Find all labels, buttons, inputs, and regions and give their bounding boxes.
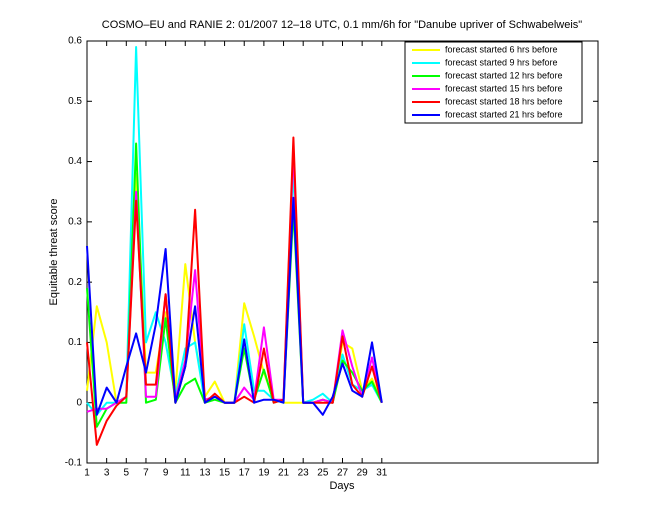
y-tick-label: 0.5 xyxy=(68,96,82,107)
series-line xyxy=(86,196,383,416)
x-tick-label: 1 xyxy=(84,468,90,479)
x-tick-label: 11 xyxy=(180,468,191,479)
x-tick-label: 13 xyxy=(199,468,211,479)
x-tick-label: 21 xyxy=(278,468,290,479)
legend-label: forecast started 12 hrs before xyxy=(445,70,563,80)
y-axis-label: Equitable threat score xyxy=(48,198,60,305)
x-tick-label: 23 xyxy=(298,468,310,479)
legend-label: forecast started 21 hrs before xyxy=(445,109,563,119)
legend-label: forecast started 18 hrs before xyxy=(445,96,563,106)
legend-box xyxy=(404,41,583,124)
y-tick-label: 0.2 xyxy=(68,277,82,288)
x-tick-label: 19 xyxy=(258,468,270,479)
legend-label: forecast started 9 hrs before xyxy=(445,57,558,67)
x-tick-label: 31 xyxy=(376,468,388,479)
chart-title: COSMO–EU and RANIE 2: 01/2007 12–18 UTC,… xyxy=(102,19,583,31)
x-tick-label: 9 xyxy=(163,468,169,479)
x-tick-label: 27 xyxy=(337,468,349,479)
y-tick-label: 0.1 xyxy=(68,337,82,348)
y-tick-label: 0.4 xyxy=(68,156,82,167)
x-tick-label: 7 xyxy=(143,468,149,479)
y-tick-label: 0.3 xyxy=(68,216,82,227)
legend-label: forecast started 15 hrs before xyxy=(445,83,563,93)
x-tick-label: 29 xyxy=(357,468,369,479)
x-tick-label: 5 xyxy=(124,468,130,479)
y-tick-label: 0.6 xyxy=(68,36,82,47)
y-tick-label: 0 xyxy=(76,397,82,408)
x-axis-label: Days xyxy=(329,480,355,492)
y-tick-label: -0.1 xyxy=(65,458,83,469)
x-tick-label: 25 xyxy=(317,468,329,479)
x-tick-label: 17 xyxy=(239,468,251,479)
x-tick-label: 3 xyxy=(104,468,110,479)
x-tick-label: 15 xyxy=(219,468,231,479)
legend-label: forecast started 6 hrs before xyxy=(445,44,558,54)
